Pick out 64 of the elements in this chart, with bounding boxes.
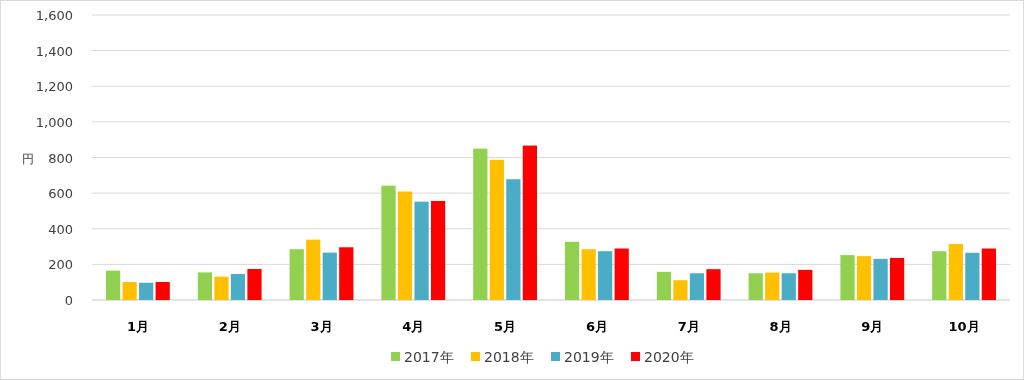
x-tick-label: 4月 — [402, 319, 425, 334]
x-tick-label: 9月 — [861, 319, 884, 334]
bar — [581, 249, 596, 300]
bar — [306, 239, 321, 300]
bar — [689, 273, 705, 300]
legend-label: 2017年 — [404, 349, 454, 365]
bar — [598, 251, 613, 300]
legend-label: 2018年 — [484, 349, 534, 365]
legend-label: 2019年 — [564, 349, 614, 365]
bar — [840, 255, 855, 300]
x-tick-label: 7月 — [677, 319, 700, 334]
y-tick-label: 1,400 — [35, 43, 73, 59]
bar — [981, 248, 996, 300]
x-tick-label: 10月 — [948, 319, 980, 334]
bar — [106, 270, 121, 300]
bar — [965, 252, 980, 300]
bar — [932, 251, 947, 300]
bar — [155, 282, 170, 300]
bar — [522, 145, 537, 300]
bar — [706, 269, 721, 300]
bar — [289, 249, 304, 300]
bar — [948, 244, 963, 300]
x-tick-label: 5月 — [494, 319, 517, 334]
y-tick-label: 200 — [48, 257, 73, 273]
bar — [339, 247, 354, 300]
bar — [230, 273, 246, 300]
bar — [798, 269, 813, 300]
legend-label: 2020年 — [644, 349, 694, 365]
x-tick-label: 1月 — [126, 319, 149, 334]
bar — [322, 252, 337, 300]
y-axis-title: 円 — [22, 151, 34, 166]
bar — [856, 256, 872, 300]
bar — [673, 280, 688, 300]
bar — [614, 248, 629, 300]
y-tick-label: 800 — [48, 150, 73, 166]
y-tick-label: 400 — [48, 221, 73, 237]
bar — [781, 273, 796, 300]
x-tick-label: 2月 — [218, 319, 241, 334]
y-tick-label: 1,200 — [35, 79, 73, 95]
bar — [889, 257, 905, 300]
bar — [565, 241, 580, 300]
bar — [414, 201, 429, 300]
bar — [139, 282, 154, 300]
x-tick-label: 6月 — [585, 319, 608, 334]
bar — [381, 185, 396, 300]
y-tick-label: 1,000 — [35, 114, 73, 130]
x-tick-label: 3月 — [310, 319, 333, 334]
y-tick-label: 1,600 — [35, 8, 73, 23]
bar — [873, 258, 888, 300]
bar — [506, 179, 521, 300]
bar — [656, 271, 672, 300]
bar — [430, 200, 446, 300]
bar — [122, 282, 137, 300]
bar — [397, 191, 413, 300]
bar — [214, 276, 229, 300]
bar — [247, 269, 262, 300]
bar — [765, 272, 780, 300]
bar — [489, 159, 504, 300]
bar — [473, 148, 488, 300]
x-tick-label: 8月 — [769, 319, 792, 334]
bar — [197, 272, 213, 300]
y-tick-label: 600 — [48, 186, 73, 202]
y-tick-label: 0 — [64, 293, 73, 308]
bar — [748, 273, 763, 300]
